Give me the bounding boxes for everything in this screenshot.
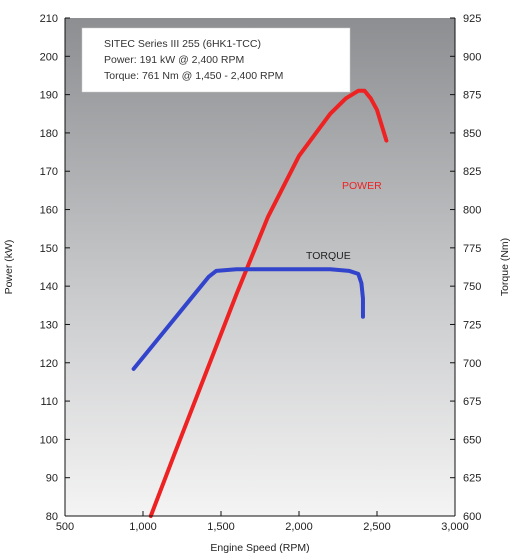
y-axis-left-title: Power (kW) [3, 240, 15, 295]
y-left-tick-label: 180 [40, 128, 58, 140]
y-left-tick-label: 200 [40, 51, 58, 63]
y-left-tick-label: 160 [40, 205, 58, 217]
x-tick-label: 2,000 [285, 521, 313, 533]
series-lines [131, 88, 389, 518]
y-right-tick-label: 800 [463, 205, 481, 217]
x-tick-label: 2,500 [363, 521, 391, 533]
x-axis-title: Engine Speed (RPM) [210, 542, 309, 554]
power-series-line [148, 88, 389, 518]
y-right-tick-label: 825 [463, 166, 481, 178]
y-right-tick-label: 750 [463, 281, 481, 293]
plot-area [65, 18, 455, 516]
y-left-tick-label: 190 [40, 90, 58, 102]
torque-series-label: TORQUE [306, 250, 351, 262]
x-tick-label: 3,000 [441, 521, 469, 533]
y-left-tick-label: 170 [40, 166, 58, 178]
info-box-line-1: SITEC Series III 255 (6HK1-TCC) [104, 38, 261, 50]
y-right-tick-label: 650 [463, 434, 481, 446]
y-right-tick-label: 925 [463, 13, 481, 25]
x-tick-label: 500 [56, 521, 74, 533]
x-ticks: 500 1,000 1,500 2,000 2,500 3,000 [56, 511, 469, 533]
info-box-line-3: Torque: 761 Nm @ 1,450 - 2,400 RPM [104, 70, 283, 82]
y-left-tick-label: 140 [40, 281, 58, 293]
y-right-tick-label: 625 [463, 473, 481, 485]
info-box: SITEC Series III 255 (6HK1-TCC) Power: 1… [81, 27, 351, 93]
y-axis-right-title: Torque (Nm) [499, 238, 511, 296]
info-box-background [81, 27, 351, 93]
y-right-tick-label: 725 [463, 319, 481, 331]
y-left-tick-label: 100 [40, 434, 58, 446]
y-left-tick-label: 150 [40, 243, 58, 255]
y-right-ticks: 600 625 650 675 700 725 750 775 800 825 850 875 900 9… [450, 13, 481, 523]
y-right-tick-label: 900 [463, 51, 481, 63]
y-right-tick-label: 875 [463, 90, 481, 102]
y-left-tick-label: 210 [40, 13, 58, 25]
y-left-tick-label: 120 [40, 358, 58, 370]
y-right-tick-label: 600 [463, 511, 481, 523]
power-series-label: POWER [342, 180, 382, 192]
torque-series-line [131, 267, 365, 371]
y-left-tick-label: 130 [40, 319, 58, 331]
y-left-tick-label: 110 [40, 396, 58, 408]
x-tick-label: 1,500 [207, 521, 235, 533]
y-right-tick-label: 675 [463, 396, 481, 408]
x-tick-label: 1,000 [129, 521, 157, 533]
y-left-tick-label: 80 [46, 511, 58, 523]
y-right-tick-label: 700 [463, 358, 481, 370]
y-right-tick-label: 775 [463, 243, 481, 255]
y-left-tick-label: 90 [46, 473, 58, 485]
info-box-line-2: Power: 191 kW @ 2,400 RPM [104, 54, 244, 66]
y-right-tick-label: 850 [463, 128, 481, 140]
y-left-ticks: 80 90 100 110 120 130 140 150 160 170 180 190 200 210 [40, 13, 70, 523]
